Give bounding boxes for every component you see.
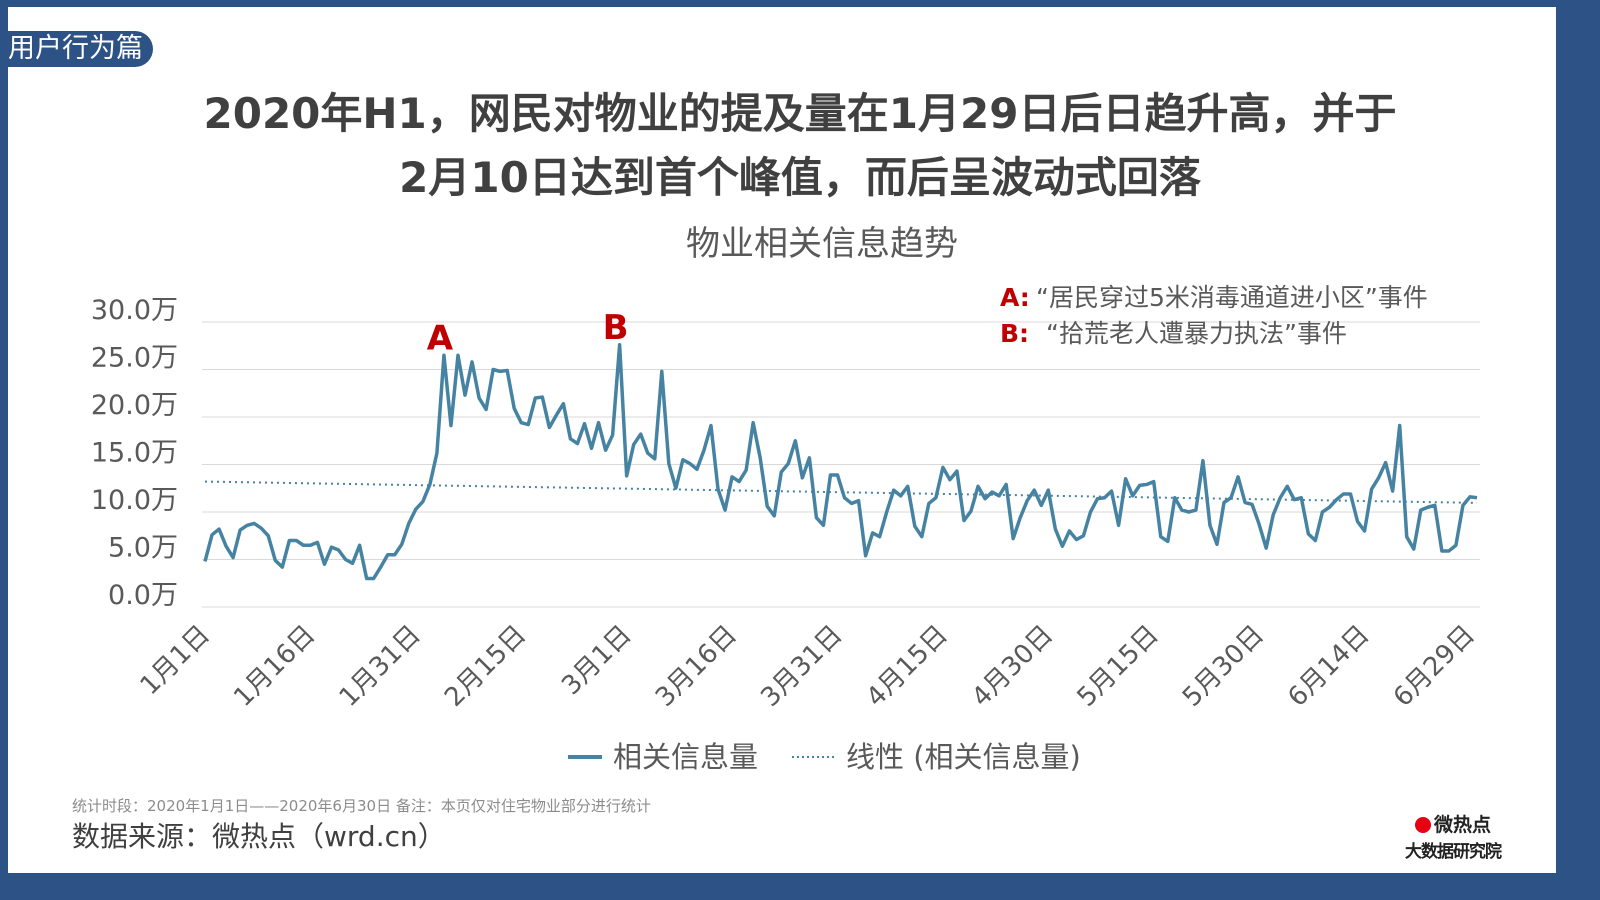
logo-line-2: 大数据研究院 — [1405, 842, 1502, 862]
y-axis-labels: 0.0万 5.0万 10.0万 15.0万 20.0万 25.0万 30.0万 — [91, 295, 178, 611]
data-source: 数据来源：微热点（wrd.cn） — [72, 820, 446, 853]
y-tick-label: 10.0万 — [91, 485, 178, 516]
page-title: 2020年H1，网民对物业的提及量在1月29日后日趋升高，并于 2月10日达到首… — [0, 82, 1600, 210]
legend: 相关信息量 线性 (相关信息量) — [568, 740, 1081, 774]
frame-bottom — [0, 873, 1600, 900]
y-tick-label: 0.0万 — [108, 580, 178, 611]
legend-label-trend: 线性 (相关信息量) — [846, 740, 1081, 774]
chart-title: 物业相关信息趋势 — [686, 224, 958, 264]
legend-label-series: 相关信息量 — [613, 740, 758, 774]
annotation-a-key: A: — [1000, 283, 1030, 312]
x-axis-labels: 1月1日 1月16日 1月31日 2月15日 3月1日 3月16日 3月31日 4月15日 4月… — [135, 620, 1481, 713]
x-tick-label: 1月1日 — [135, 620, 216, 701]
logo-line-1: 微热点 — [1433, 814, 1491, 836]
logo: 微热点 大数据研究院 — [1378, 810, 1528, 862]
series-line-related-info — [203, 343, 1478, 581]
annotation-marker-a: A — [427, 318, 454, 358]
gridlines — [202, 321, 1480, 608]
y-tick-label: 5.0万 — [108, 533, 178, 564]
x-tick-label: 1月31日 — [334, 620, 427, 713]
annotation-marker-b: B — [603, 308, 629, 348]
title-line-1: 2020年H1，网民对物业的提及量在1月29日后日趋升高，并于 — [203, 89, 1397, 138]
x-tick-label: 1月16日 — [228, 620, 321, 713]
x-tick-label: 5月15日 — [1072, 620, 1165, 713]
x-tick-label: 3月16日 — [650, 620, 743, 713]
slide: 用户行为篇 — [8, 7, 1556, 873]
footer-note: 统计时段：2020年1月1日——2020年6月30日 备注：本页仅对住宅物业部分… — [72, 797, 651, 815]
x-tick-label: 6月14日 — [1282, 620, 1375, 713]
x-tick-label: 2月15日 — [439, 620, 532, 713]
x-tick-label: 4月30日 — [966, 620, 1059, 713]
x-tick-label: 5月30日 — [1177, 620, 1270, 713]
annotation-legend: A: “居民穿过5米消毒通道进小区”事件 B: “拾荒老人遭暴力执法”事件 — [1000, 283, 1428, 348]
y-tick-label: 15.0万 — [91, 438, 178, 469]
x-tick-label: 6月29日 — [1388, 620, 1481, 713]
y-tick-label: 25.0万 — [91, 343, 178, 374]
y-tick-label: 30.0万 — [91, 295, 178, 326]
annotation-a-text: “居民穿过5米消毒通道进小区”事件 — [1036, 283, 1428, 312]
y-tick-label: 20.0万 — [91, 390, 178, 421]
x-tick-label: 3月1日 — [556, 620, 637, 701]
x-tick-label: 4月15日 — [861, 620, 954, 713]
eye-logo-icon — [1414, 817, 1431, 833]
annotation-b-key: B: — [1000, 319, 1029, 348]
title-line-2: 2月10日达到首个峰值，而后呈波动式回落 — [399, 153, 1201, 202]
section-tag: 用户行为篇 — [8, 31, 153, 67]
x-tick-label: 3月31日 — [755, 620, 848, 713]
annotation-b-text: “拾荒老人遭暴力执法”事件 — [1046, 319, 1347, 348]
